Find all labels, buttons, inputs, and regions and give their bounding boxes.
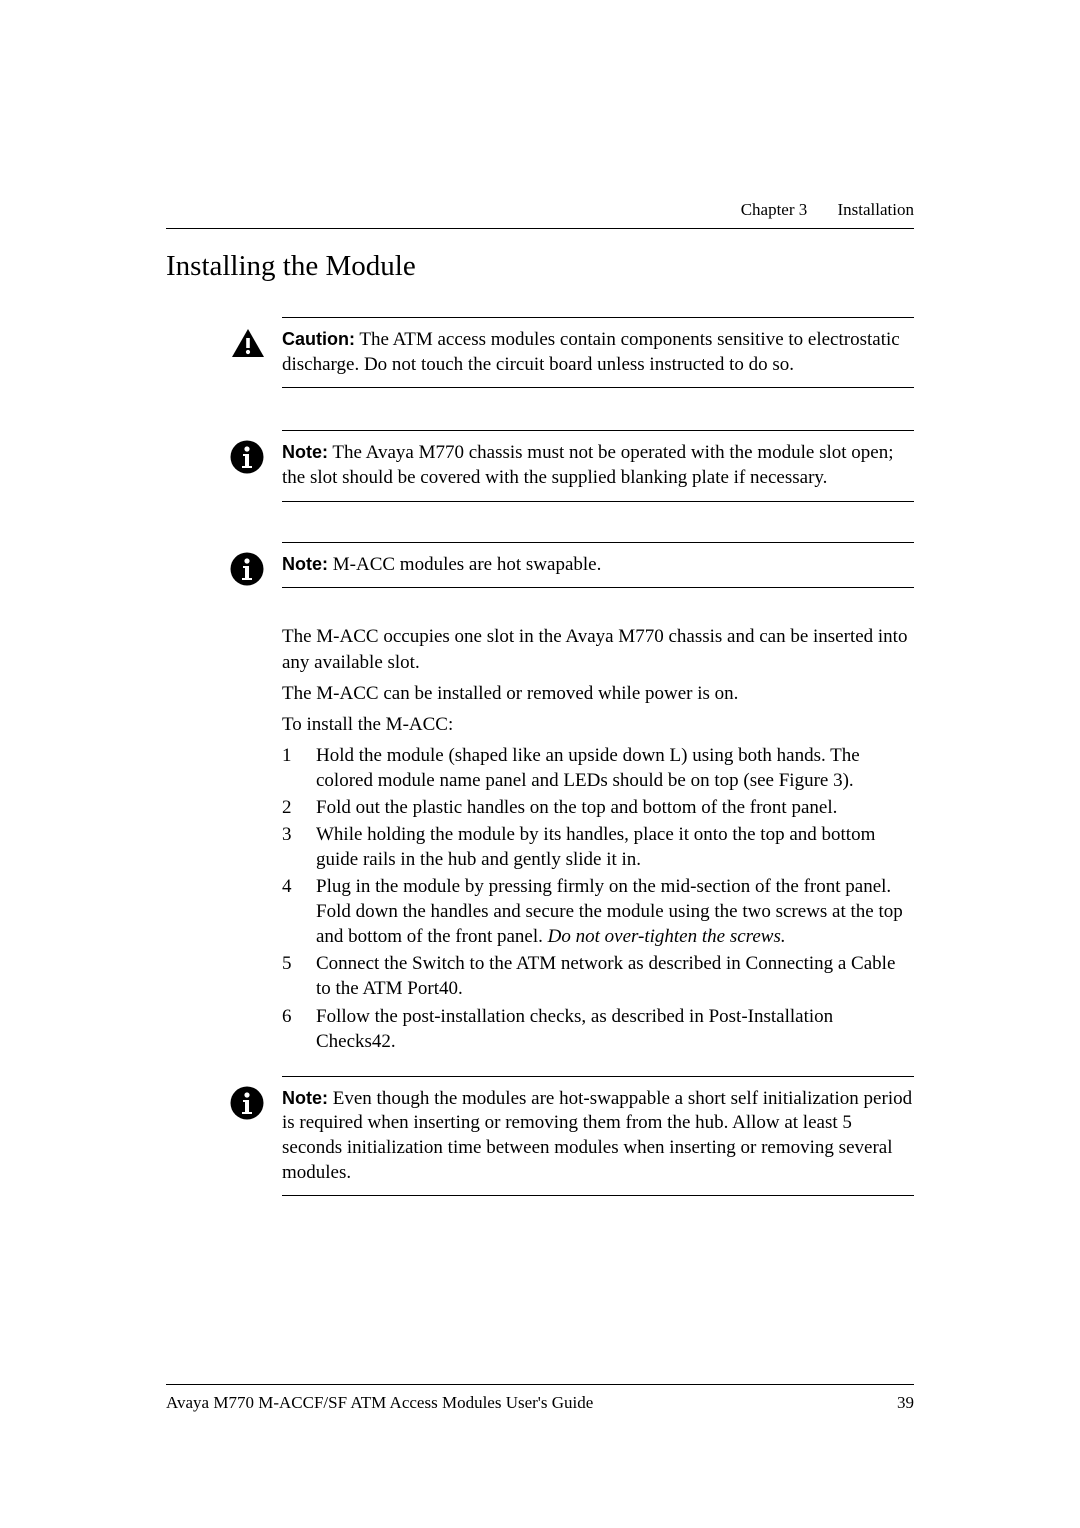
callout-body: Note: The Avaya M770 chassis must not be… <box>282 441 914 490</box>
list-item: Connect the Switch to the ATM network as… <box>282 951 914 1001</box>
header-rule <box>166 228 914 229</box>
note-callout-1: Note: The Avaya M770 chassis must not be… <box>282 430 914 501</box>
note-callout-3: Note: Even though the modules are hot-sw… <box>282 1076 914 1197</box>
running-header: Chapter 3 Installation <box>741 200 914 220</box>
body-paragraph: The M-ACC can be installed or removed wh… <box>282 681 914 706</box>
callout-body: Note: M-ACC modules are hot swapable. <box>282 553 914 578</box>
spacer <box>166 412 914 430</box>
step-text: Follow the post-installation checks, as … <box>316 1006 833 1052</box>
note-label: Note: <box>282 554 328 574</box>
spacer <box>166 526 914 542</box>
callout-body: Note: Even though the modules are hot-sw… <box>282 1087 914 1186</box>
note-label: Note: <box>282 442 328 462</box>
spacer <box>166 1056 914 1076</box>
section-title: Installing the Module <box>166 250 914 283</box>
note-text: The Avaya M770 chassis must not be opera… <box>282 442 894 488</box>
step-text: While holding the module by its handles,… <box>316 824 875 870</box>
header-title: Installation <box>838 200 914 219</box>
caution-text: The ATM access modules contain component… <box>282 329 900 375</box>
body-paragraph: To install the M-ACC: <box>282 712 914 737</box>
step-text: Hold the module (shaped like an upside d… <box>316 745 860 791</box>
caution-label: Caution: <box>282 329 355 349</box>
footer-rule <box>166 1384 914 1385</box>
note-label: Note: <box>282 1088 328 1108</box>
callout-rule-bottom <box>282 1195 914 1196</box>
list-item: Follow the post-installation checks, as … <box>282 1004 914 1054</box>
body-block: The M-ACC occupies one slot in the Avaya… <box>282 624 914 1053</box>
callout-rule-top <box>282 430 914 431</box>
step-text: Connect the Switch to the ATM network as… <box>316 953 895 999</box>
callout-rule-top <box>282 1076 914 1077</box>
note-text: M-ACC modules are hot swapable. <box>328 554 601 575</box>
callout-body: Caution: The ATM access modules contain … <box>282 328 914 377</box>
caution-callout: Caution: The ATM access modules contain … <box>282 317 914 388</box>
callout-rule-bottom <box>282 501 914 502</box>
page-footer: Avaya M770 M-ACCF/SF ATM Access Modules … <box>166 1384 914 1413</box>
body-paragraph: The M-ACC occupies one slot in the Avaya… <box>282 624 914 674</box>
list-item: Fold out the plastic handles on the top … <box>282 795 914 820</box>
list-item: Plug in the module by pressing firmly on… <box>282 874 914 949</box>
install-steps-list: Hold the module (shaped like an upside d… <box>282 743 914 1054</box>
page-number: 39 <box>897 1393 914 1413</box>
callout-rule-bottom <box>282 587 914 588</box>
step-emphasis: Do not over-tighten the screws. <box>548 926 786 947</box>
list-item: While holding the module by its handles,… <box>282 822 914 872</box>
callout-rule-top <box>282 542 914 543</box>
callout-rule-top <box>282 317 914 318</box>
header-chapter: Chapter 3 <box>741 200 808 219</box>
footer-doc-title: Avaya M770 M-ACCF/SF ATM Access Modules … <box>166 1393 593 1413</box>
info-icon <box>230 1086 266 1122</box>
step-text: Fold out the plastic handles on the top … <box>316 797 837 818</box>
footer-row: Avaya M770 M-ACCF/SF ATM Access Modules … <box>166 1393 914 1413</box>
info-icon <box>230 552 266 588</box>
list-item: Hold the module (shaped like an upside d… <box>282 743 914 793</box>
spacer <box>166 612 914 624</box>
page: Chapter 3 Installation Installing the Mo… <box>0 0 1080 1528</box>
content-area: Installing the Module Caution: The ATM a… <box>166 250 914 1220</box>
caution-icon <box>230 327 266 363</box>
info-icon <box>230 440 266 476</box>
callout-rule-bottom <box>282 387 914 388</box>
note-text: Even though the modules are hot-swappabl… <box>282 1088 912 1183</box>
note-callout-2: Note: M-ACC modules are hot swapable. <box>282 542 914 589</box>
